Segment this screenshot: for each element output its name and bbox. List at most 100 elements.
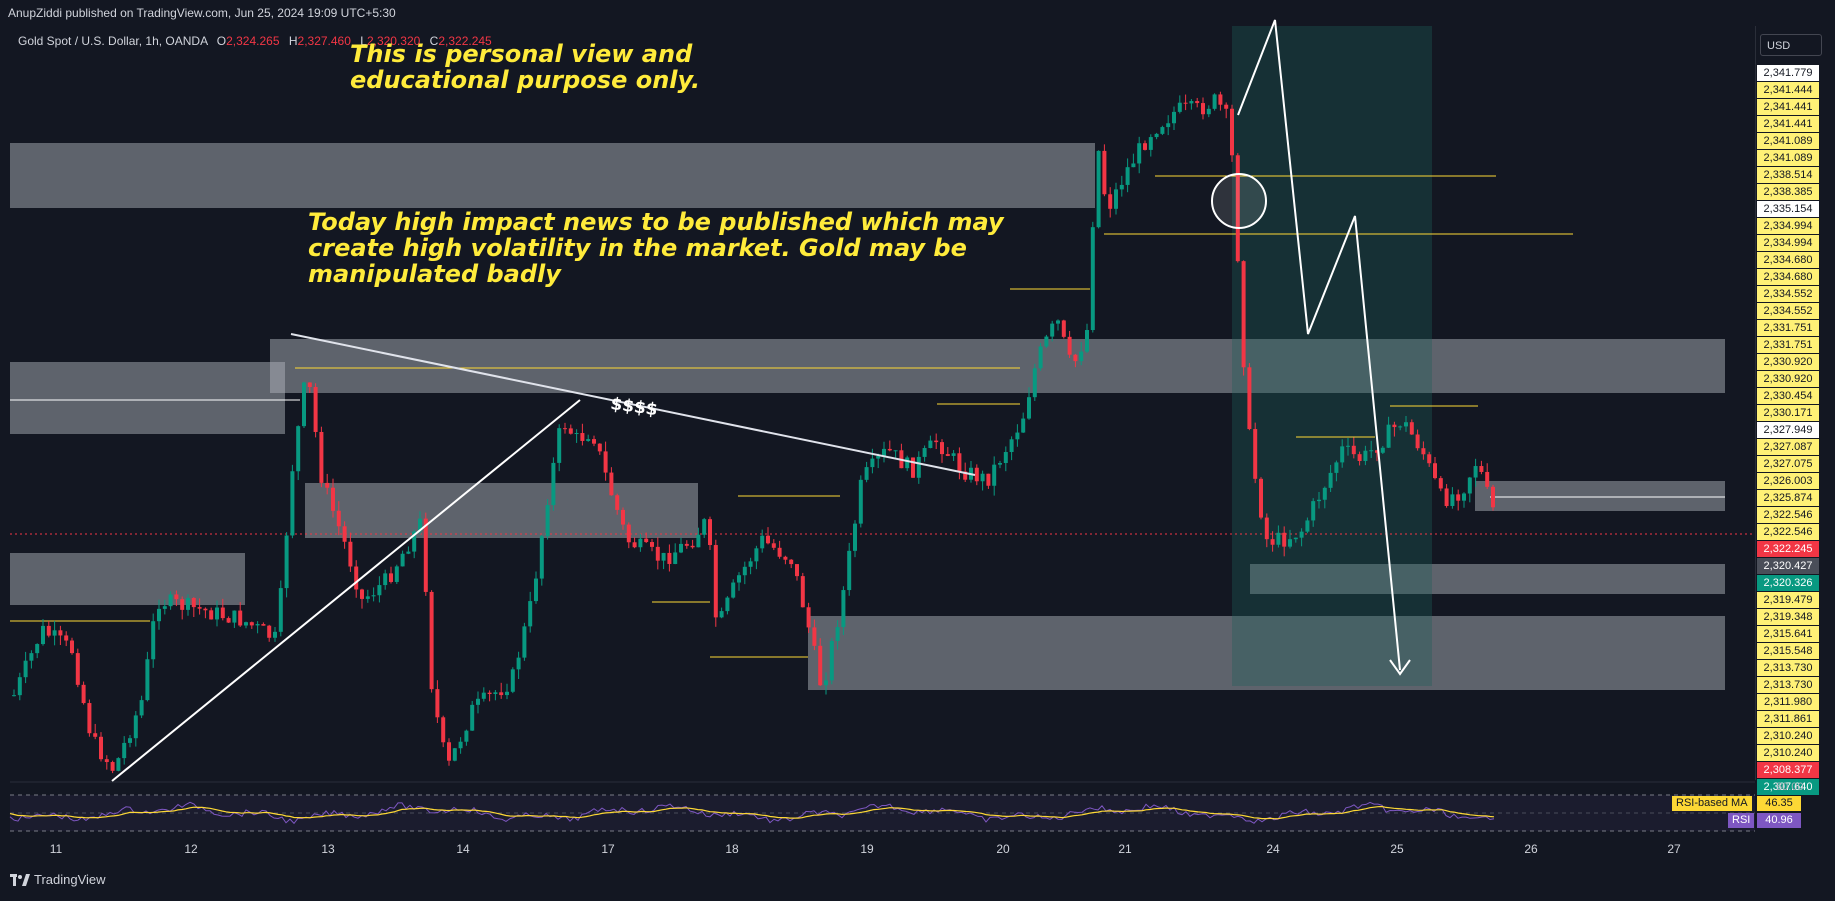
footer-brand[interactable]: TradingView	[10, 872, 106, 887]
candle-body	[1485, 471, 1490, 487]
candle-body	[104, 759, 109, 763]
candle-body	[261, 624, 266, 626]
candle-body	[1276, 532, 1281, 545]
candle-body	[580, 433, 585, 441]
candle-body	[1380, 447, 1385, 453]
candle-body	[1056, 320, 1060, 324]
candle-body	[1328, 472, 1333, 488]
time-axis[interactable]: 11 12 13 14 17 18 19 20 21 24 25 26 27	[10, 842, 1755, 862]
candle-body	[99, 736, 103, 760]
candle-body	[766, 535, 770, 544]
price-label: 2,334.552	[1757, 303, 1819, 319]
candle-body	[1259, 478, 1263, 518]
candle-body	[1108, 194, 1113, 209]
candle-body	[336, 510, 341, 527]
note-disclaimer[interactable]: This is personal view and educational pu…	[350, 40, 950, 94]
note-news[interactable]: Today high impact news to be published w…	[308, 209, 1068, 288]
candle-body	[887, 448, 892, 451]
note-disclaimer-line1: This is personal view and	[350, 40, 693, 68]
candle-body	[186, 598, 190, 610]
candle-body	[1409, 422, 1414, 435]
candle-body	[244, 622, 248, 626]
candle-body	[1114, 189, 1118, 209]
candle-body	[1206, 108, 1211, 115]
candle-body	[858, 479, 863, 524]
candle-body	[400, 553, 405, 567]
price-label: 2,338.385	[1757, 184, 1819, 200]
candle-body	[1293, 537, 1298, 540]
price-label: 2,320.427	[1757, 558, 1819, 574]
trendline-up	[111, 399, 581, 782]
candle-body	[505, 691, 509, 696]
candle-body	[708, 519, 712, 546]
candle-body	[1195, 101, 1200, 104]
time-label: 19	[860, 842, 874, 856]
zone-bottom	[808, 616, 1725, 690]
candle-body	[1247, 367, 1252, 430]
candle-body	[1125, 167, 1130, 185]
candle-body	[847, 550, 852, 591]
candle-body	[1340, 446, 1345, 463]
candle-body	[191, 598, 196, 608]
candle-body	[998, 463, 1002, 465]
candle-body	[226, 618, 231, 623]
currency-button[interactable]: USD	[1760, 34, 1822, 56]
candle-body	[1201, 103, 1205, 115]
candle-body	[377, 585, 382, 596]
candle-body	[1404, 422, 1408, 427]
time-label: 20	[996, 842, 1010, 856]
price-label: 2,315.641	[1757, 626, 1819, 642]
candle-body	[64, 635, 69, 641]
candle-body	[748, 561, 753, 567]
candle-body	[516, 657, 521, 670]
candle-body	[168, 594, 173, 607]
candle-body	[1386, 424, 1391, 448]
candle-body	[1096, 150, 1101, 228]
price-label: 2,322.245	[1757, 541, 1819, 557]
rsi-ma-value: 46.35	[1757, 796, 1801, 811]
candle-body	[1143, 143, 1147, 150]
candle-body	[35, 644, 40, 654]
price-label: 2,341.089	[1757, 150, 1819, 166]
ohlc-high-key: H	[288, 34, 298, 48]
candle-body	[435, 689, 440, 718]
candle-body	[940, 442, 944, 455]
candle-body	[481, 692, 486, 699]
symbol-info[interactable]: Gold Spot / U.S. Dollar, 1h, OANDA O2,32…	[18, 34, 492, 48]
zone-right-2	[1475, 481, 1725, 511]
candle-body	[255, 624, 260, 626]
candle-body	[284, 535, 289, 589]
projection-path	[1237, 19, 1411, 676]
candle-body	[771, 543, 776, 548]
candle-body	[162, 606, 167, 609]
symbol-title[interactable]: Gold Spot / U.S. Dollar, 1h, OANDA	[18, 34, 208, 48]
candle-body	[423, 518, 428, 592]
candle-body	[325, 482, 330, 488]
candle-body	[458, 741, 463, 749]
price-label: 2,319.479	[1757, 592, 1819, 608]
price-label: 2,326.003	[1757, 473, 1819, 489]
rsi-ma-label: RSI-based MA	[1672, 796, 1752, 811]
price-label: 2,330.454	[1757, 388, 1819, 404]
candle-body	[278, 588, 283, 632]
candle-body	[522, 626, 527, 658]
candle-body	[557, 428, 562, 463]
candle-body	[528, 601, 533, 627]
candle-body	[800, 576, 805, 608]
candle-body	[122, 742, 127, 759]
time-label: 14	[456, 842, 470, 856]
candle-body	[777, 547, 782, 557]
candle-body	[876, 456, 881, 459]
candle-body	[499, 692, 504, 696]
candle-body	[302, 382, 306, 427]
candle-body	[667, 552, 672, 564]
price-label: 2,319.348	[1757, 609, 1819, 625]
candle-body	[46, 625, 51, 636]
candle-body	[197, 607, 202, 609]
publish-bar: AnupZiddi published on TradingView.com, …	[0, 0, 1835, 26]
price-label: 2,334.552	[1757, 286, 1819, 302]
candle-body	[157, 608, 161, 622]
candle-body	[1421, 448, 1426, 455]
candle-body	[951, 453, 956, 456]
